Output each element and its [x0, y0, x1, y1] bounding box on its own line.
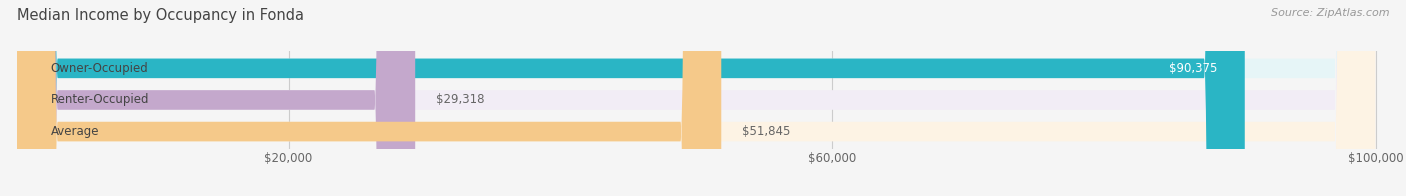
Text: Average: Average: [51, 125, 100, 138]
FancyBboxPatch shape: [17, 0, 1244, 196]
FancyBboxPatch shape: [17, 0, 415, 196]
FancyBboxPatch shape: [17, 0, 721, 196]
Text: $51,845: $51,845: [741, 125, 790, 138]
Text: Median Income by Occupancy in Fonda: Median Income by Occupancy in Fonda: [17, 8, 304, 23]
Text: $29,318: $29,318: [436, 93, 484, 106]
Text: Owner-Occupied: Owner-Occupied: [51, 62, 149, 75]
FancyBboxPatch shape: [17, 0, 1375, 196]
FancyBboxPatch shape: [17, 0, 1375, 196]
Text: Source: ZipAtlas.com: Source: ZipAtlas.com: [1271, 8, 1389, 18]
Text: Renter-Occupied: Renter-Occupied: [51, 93, 149, 106]
Text: $90,375: $90,375: [1170, 62, 1218, 75]
FancyBboxPatch shape: [17, 0, 1375, 196]
